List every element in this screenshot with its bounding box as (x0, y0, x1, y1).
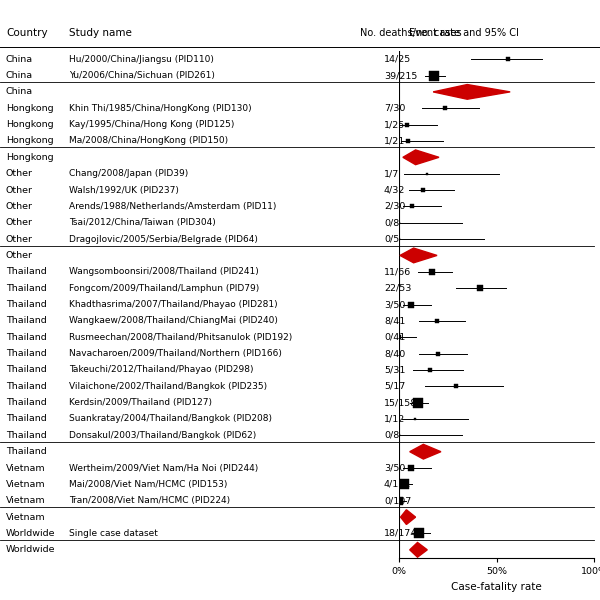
Text: 0/8: 0/8 (384, 431, 399, 440)
Text: Tsai/2012/China/Taiwan (PID304): Tsai/2012/China/Taiwan (PID304) (69, 218, 216, 227)
Text: China: China (6, 88, 33, 97)
Text: Other: Other (6, 185, 33, 194)
Text: 1/21: 1/21 (384, 136, 405, 145)
Text: 4/151: 4/151 (384, 480, 411, 489)
Text: Other: Other (6, 218, 33, 227)
Text: Rusmeechan/2008/Thailand/Phitsanulok (PID192): Rusmeechan/2008/Thailand/Phitsanulok (PI… (69, 333, 292, 342)
Text: Khin Thi/1985/China/HongKong (PID130): Khin Thi/1985/China/HongKong (PID130) (69, 104, 251, 113)
Text: 8/41: 8/41 (384, 316, 405, 325)
Text: Other: Other (6, 251, 33, 260)
Text: Fongcom/2009/Thailand/Lamphun (PID79): Fongcom/2009/Thailand/Lamphun (PID79) (69, 284, 259, 293)
Text: Hu/2000/China/Jiangsu (PID110): Hu/2000/China/Jiangsu (PID110) (69, 55, 214, 64)
Text: Thailand: Thailand (6, 333, 47, 342)
Text: Thailand: Thailand (6, 431, 47, 440)
Text: 2/30: 2/30 (384, 202, 406, 211)
Text: 1/7: 1/7 (384, 169, 399, 178)
Text: 3/50: 3/50 (384, 464, 406, 473)
Text: Mai/2008/Viet Nam/HCMC (PID153): Mai/2008/Viet Nam/HCMC (PID153) (69, 480, 227, 489)
Text: 0/5: 0/5 (384, 235, 399, 244)
Text: Hongkong: Hongkong (6, 120, 53, 129)
Text: China: China (6, 55, 33, 64)
Text: Arends/1988/Netherlands/Amsterdam (PID11): Arends/1988/Netherlands/Amsterdam (PID11… (69, 202, 277, 211)
Text: 3/50: 3/50 (384, 300, 406, 309)
Text: Kay/1995/China/Hong Kong (PID125): Kay/1995/China/Hong Kong (PID125) (69, 120, 235, 129)
Text: Thailand: Thailand (6, 365, 47, 374)
Text: 11/66: 11/66 (384, 267, 411, 276)
Text: Dragojlovic/2005/Serbia/Belgrade (PID64): Dragojlovic/2005/Serbia/Belgrade (PID64) (69, 235, 258, 244)
Text: Event rate and 95% CI: Event rate and 95% CI (409, 28, 518, 38)
Text: Thailand: Thailand (6, 398, 47, 407)
Text: Ma/2008/China/HongKong (PID150): Ma/2008/China/HongKong (PID150) (69, 136, 228, 145)
Polygon shape (403, 150, 439, 164)
Text: Vietnam: Vietnam (6, 464, 46, 473)
Text: 0/8: 0/8 (384, 218, 399, 227)
Text: Thailand: Thailand (6, 300, 47, 309)
Text: Other: Other (6, 169, 33, 178)
Text: Worldwide: Worldwide (6, 545, 56, 554)
Text: Vilaichone/2002/Thailand/Bangkok (PID235): Vilaichone/2002/Thailand/Bangkok (PID235… (69, 382, 267, 391)
Polygon shape (400, 248, 437, 263)
Text: 4/32: 4/32 (384, 185, 406, 194)
Text: Hongkong: Hongkong (6, 136, 53, 145)
Text: Donsakul/2003/Thailand/Bangkok (PID62): Donsakul/2003/Thailand/Bangkok (PID62) (69, 431, 256, 440)
Text: 0/41: 0/41 (384, 333, 405, 342)
Text: 15/158: 15/158 (384, 398, 417, 407)
Text: Yu/2006/China/Sichuan (PID261): Yu/2006/China/Sichuan (PID261) (69, 71, 215, 80)
Text: Wangsomboonsiri/2008/Thailand (PID241): Wangsomboonsiri/2008/Thailand (PID241) (69, 267, 259, 276)
Polygon shape (410, 542, 427, 557)
Text: 0/107: 0/107 (384, 496, 411, 505)
Text: Thailand: Thailand (6, 415, 47, 424)
Polygon shape (433, 85, 510, 99)
Text: Thailand: Thailand (6, 349, 47, 358)
Text: Khadthasrima/2007/Thailand/Phayao (PID281): Khadthasrima/2007/Thailand/Phayao (PID28… (69, 300, 278, 309)
Text: 18/174: 18/174 (384, 529, 417, 538)
Text: 8/40: 8/40 (384, 349, 405, 358)
Text: Chang/2008/Japan (PID39): Chang/2008/Japan (PID39) (69, 169, 188, 178)
Text: Thailand: Thailand (6, 447, 47, 456)
Text: 1/25: 1/25 (384, 120, 405, 129)
Text: Takeuchi/2012/Thailand/Phayao (PID298): Takeuchi/2012/Thailand/Phayao (PID298) (69, 365, 254, 374)
Text: 7/30: 7/30 (384, 104, 406, 113)
Polygon shape (410, 445, 441, 459)
Text: 22/53: 22/53 (384, 284, 412, 293)
Text: 5/17: 5/17 (384, 382, 405, 391)
Text: Hongkong: Hongkong (6, 104, 53, 113)
Text: Country: Country (6, 28, 47, 38)
Text: Wertheim/2009/Viet Nam/Ha Noi (PID244): Wertheim/2009/Viet Nam/Ha Noi (PID244) (69, 464, 258, 473)
Text: Wangkaew/2008/Thailand/ChiangMai (PID240): Wangkaew/2008/Thailand/ChiangMai (PID240… (69, 316, 278, 325)
Text: Thailand: Thailand (6, 316, 47, 325)
Text: 39/215: 39/215 (384, 71, 418, 80)
Text: 14/25: 14/25 (384, 55, 411, 64)
Text: Tran/2008/Viet Nam/HCMC (PID224): Tran/2008/Viet Nam/HCMC (PID224) (69, 496, 230, 505)
Text: No. deaths/no. cases: No. deaths/no. cases (360, 28, 461, 38)
Text: Vietnam: Vietnam (6, 496, 46, 505)
Text: Single case dataset: Single case dataset (69, 529, 158, 538)
X-axis label: Case-fatality rate: Case-fatality rate (451, 581, 542, 592)
Text: Other: Other (6, 235, 33, 244)
Text: Kerdsin/2009/Thailand (PID127): Kerdsin/2009/Thailand (PID127) (69, 398, 212, 407)
Text: Navacharoen/2009/Thailand/Northern (PID166): Navacharoen/2009/Thailand/Northern (PID1… (69, 349, 282, 358)
Text: Suankratay/2004/Thailand/Bangkok (PID208): Suankratay/2004/Thailand/Bangkok (PID208… (69, 415, 272, 424)
Text: Walsh/1992/UK (PID237): Walsh/1992/UK (PID237) (69, 185, 179, 194)
Text: Study name: Study name (69, 28, 132, 38)
Text: Hongkong: Hongkong (6, 153, 53, 162)
Text: Thailand: Thailand (6, 267, 47, 276)
Text: Thailand: Thailand (6, 382, 47, 391)
Polygon shape (401, 510, 416, 524)
Text: Vietnam: Vietnam (6, 480, 46, 489)
Text: Worldwide: Worldwide (6, 529, 56, 538)
Text: China: China (6, 71, 33, 80)
Text: 5/31: 5/31 (384, 365, 406, 374)
Text: Thailand: Thailand (6, 284, 47, 293)
Text: Other: Other (6, 202, 33, 211)
Text: Vietnam: Vietnam (6, 512, 46, 521)
Text: 1/12: 1/12 (384, 415, 405, 424)
